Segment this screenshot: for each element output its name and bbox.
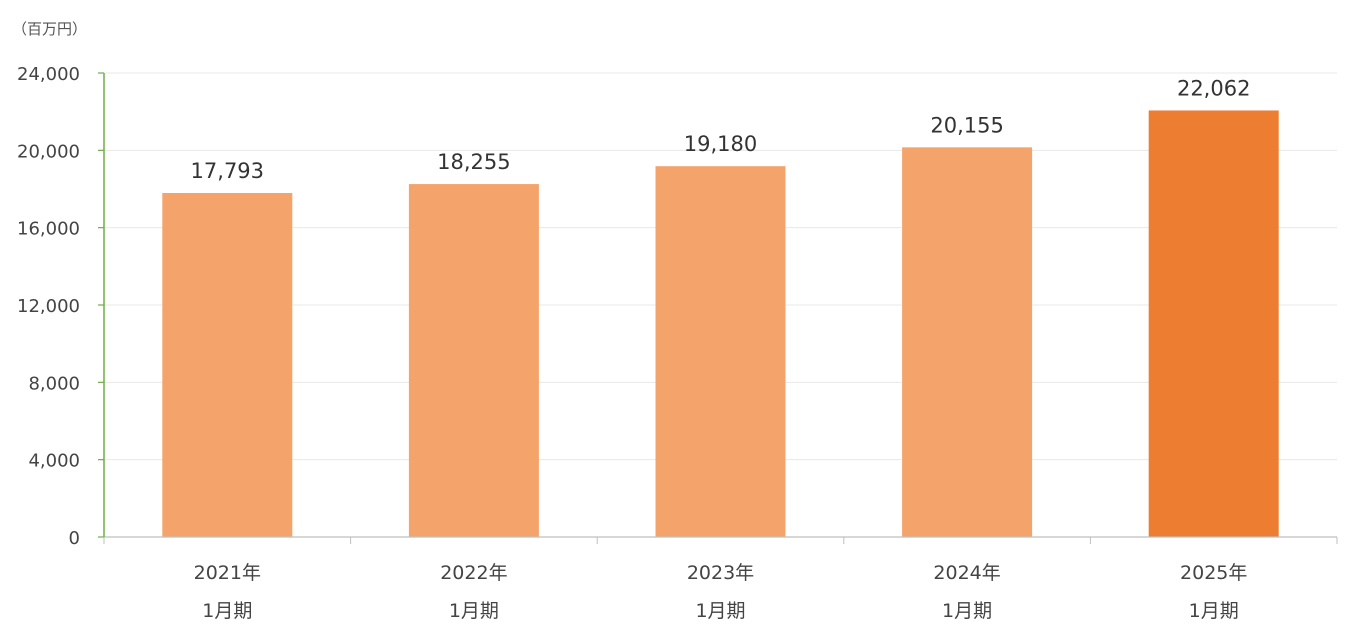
value-label: 18,255 bbox=[437, 150, 510, 174]
y-tick-label: 12,000 bbox=[17, 296, 80, 317]
y-axis-ticks: 0 4,000 8,000 12,000 16,000 20,000 24,000 bbox=[17, 64, 104, 549]
y-tick-label: 4,000 bbox=[28, 451, 80, 472]
x-tick-label: 1月期 bbox=[202, 600, 252, 622]
x-axis-ticks: 2021年 1月期 2022年 1月期 2023年 1月期 2024年 1月期 2025年 1月期 bbox=[103, 537, 1338, 622]
x-tick-label: 1月期 bbox=[695, 600, 745, 622]
bar bbox=[162, 193, 293, 537]
y-tick-label: 16,000 bbox=[17, 219, 80, 240]
bar bbox=[655, 166, 786, 538]
x-tick-label: 2021年 bbox=[194, 562, 261, 584]
x-tick-label: 2024年 bbox=[933, 562, 1000, 584]
value-label: 19,180 bbox=[684, 132, 757, 156]
value-label: 20,155 bbox=[930, 113, 1003, 137]
axes bbox=[103, 73, 1337, 538]
value-label: 17,793 bbox=[191, 159, 264, 183]
y-tick-label: 8,000 bbox=[28, 373, 80, 394]
y-tick-label: 20,000 bbox=[17, 141, 80, 162]
bar bbox=[408, 184, 539, 537]
x-tick-label: 2025年 bbox=[1180, 562, 1247, 584]
unit-label: （百万円） bbox=[12, 20, 88, 38]
x-tick-label: 2023年 bbox=[687, 562, 754, 584]
x-tick-label: 2022年 bbox=[440, 562, 507, 584]
value-labels: 17,793 18,255 19,180 20,155 22,062 bbox=[191, 76, 1251, 183]
bar bbox=[902, 147, 1033, 537]
x-tick-label: 1月期 bbox=[1189, 600, 1239, 622]
bars bbox=[162, 110, 1279, 538]
bar bbox=[1148, 110, 1279, 537]
y-tick-label: 24,000 bbox=[17, 64, 80, 85]
value-label: 22,062 bbox=[1177, 76, 1250, 100]
x-tick-label: 1月期 bbox=[942, 600, 992, 622]
x-tick-label: 1月期 bbox=[449, 600, 499, 622]
y-tick-label: 0 bbox=[69, 528, 80, 549]
